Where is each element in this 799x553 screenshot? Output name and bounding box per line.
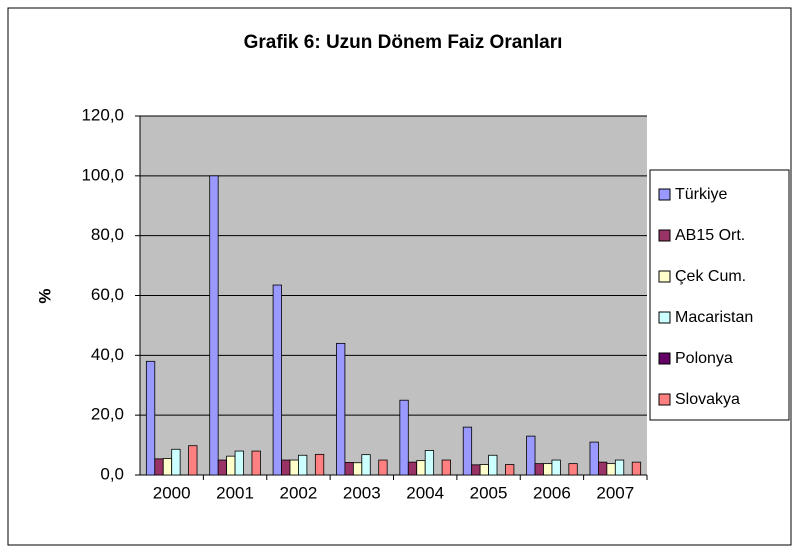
legend-swatch [658,188,671,201]
bar [281,459,291,476]
bar [234,450,244,476]
legend-label: Macaristan [675,309,753,326]
y-axis-label: % [35,288,54,303]
bar [606,463,616,476]
bar [226,455,236,476]
bar [361,454,371,476]
x-tick-label: 2007 [596,483,634,502]
bar [598,461,608,476]
legend-swatch [658,352,671,365]
y-tick-label: 80,0 [91,225,124,244]
legend-swatch [658,270,671,283]
bar [551,459,561,476]
y-tick-label: 120,0 [81,105,124,124]
bar [589,441,599,476]
chart-title: Grafik 6: Uzun Dönem Faiz Oranları [244,32,563,53]
legend-box [649,169,790,421]
y-tick-label: 40,0 [91,345,124,364]
bar [378,459,388,476]
bar [631,461,642,476]
x-tick-label: 2002 [280,483,318,502]
bar [399,399,409,476]
bar [505,464,515,476]
y-tick-label: 20,0 [91,405,124,424]
bar [145,360,156,476]
x-tick-label: 2000 [153,483,191,502]
x-tick-label: 2004 [406,483,444,502]
bar [171,448,181,476]
bar [568,463,578,476]
y-tick-label: 0,0 [100,464,124,483]
bar [272,284,282,476]
bar [614,459,625,476]
legend-label: AB15 Ort. [675,227,745,244]
legend-label: Polonya [675,350,733,367]
bar [314,453,325,476]
bar [154,458,164,476]
legend-label: Türkiye [675,186,728,203]
x-tick-label: 2001 [216,483,254,502]
x-tick-label: 2003 [343,483,381,502]
bar [462,426,473,476]
legend-swatch [658,393,671,406]
x-tick-label: 2005 [470,483,508,502]
legend-label: Slovakya [675,391,740,408]
bar [407,461,418,476]
bar [336,342,346,476]
legend-label: Çek Cum. [675,268,746,285]
bar [352,462,363,476]
x-tick-label: 2006 [533,483,571,502]
bar [441,459,451,476]
bar [471,464,481,476]
bar [479,464,489,476]
bar [289,459,299,476]
bar [217,459,228,476]
y-tick-label: 60,0 [91,285,124,304]
bar [209,175,219,476]
bar [488,454,498,476]
legend-swatch [658,311,671,324]
bar [534,463,544,476]
bar [162,458,173,476]
bar [344,462,354,476]
y-tick-label: 100,0 [81,165,124,184]
bar [424,450,435,476]
bar [416,460,426,476]
legend-swatch [658,229,671,242]
bar [251,450,261,476]
bar [543,463,553,476]
bar [526,435,536,476]
bar [298,454,308,476]
bar [188,445,198,476]
